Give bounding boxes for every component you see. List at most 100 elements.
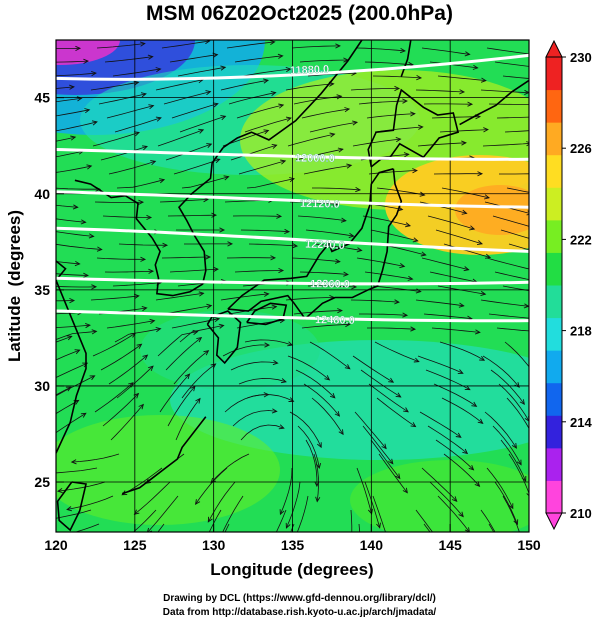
streamline-arrow	[138, 403, 144, 410]
streamline	[56, 47, 81, 49]
x-tick-label: 145	[438, 537, 462, 553]
streamline	[494, 271, 529, 280]
streamline-arrow	[388, 458, 394, 465]
streamline-arrow	[400, 48, 406, 54]
streamline-arrow	[278, 424, 285, 430]
streamline-arrow	[346, 163, 353, 169]
streamline-arrow	[402, 312, 409, 318]
streamline	[220, 293, 269, 301]
streamline	[242, 68, 291, 77]
streamline	[134, 481, 171, 515]
streamline-arrow	[279, 509, 285, 516]
streamline	[309, 341, 351, 370]
streamline-arrow	[148, 365, 154, 372]
streamline-arrow	[159, 178, 166, 184]
y-axis-label: Latitude (degrees)	[5, 210, 24, 362]
streamline	[98, 93, 146, 105]
streamline	[431, 327, 480, 333]
streamline	[230, 144, 277, 161]
x-tick-label: 125	[123, 537, 147, 553]
streamline	[289, 411, 322, 448]
coast-kuril	[459, 79, 529, 126]
contour-label: 12000.0	[295, 152, 335, 165]
x-tick-label: 140	[360, 537, 384, 553]
streamline	[285, 297, 334, 301]
colorbar-tick-label: 214	[570, 415, 592, 430]
streamline-arrow	[80, 412, 87, 418]
streamline	[56, 231, 94, 237]
streamline-arrow	[155, 326, 162, 333]
streamline	[366, 113, 415, 119]
streamline-arrow	[85, 322, 91, 329]
streamline-arrow	[147, 54, 154, 60]
streamline	[309, 121, 358, 133]
streamline	[356, 47, 405, 52]
height-contours: 11880.0 12000.0 12120.0 12240.0 12360.0 12480…	[56, 53, 529, 327]
streamline	[56, 187, 100, 190]
streamline-arrow	[459, 89, 466, 95]
streamline	[220, 79, 269, 91]
streamline-arrow	[461, 140, 467, 146]
streamline	[210, 453, 250, 484]
streamline-arrow	[184, 373, 191, 380]
streamline	[364, 61, 413, 66]
streamline	[234, 55, 283, 63]
streamline	[169, 54, 218, 63]
streamline-arrow	[6, 456, 11, 460]
streamline	[116, 365, 154, 399]
streamline-arrow	[533, 373, 537, 378]
colorbar-segment	[546, 447, 562, 481]
colorbar-segment	[546, 57, 562, 91]
streamline-arrow	[205, 90, 212, 96]
streamline	[92, 132, 140, 147]
streamline	[132, 509, 157, 532]
streamline	[240, 229, 290, 233]
streamline-arrow	[534, 226, 539, 230]
streamline	[285, 83, 334, 91]
streamline-arrow	[480, 77, 487, 83]
streamline-arrow	[212, 52, 219, 58]
height-contour	[56, 276, 529, 286]
streamline	[433, 383, 477, 407]
streamline	[222, 495, 244, 532]
streamline	[0, 510, 26, 529]
streamline-arrow	[148, 268, 155, 274]
streamline	[6, 454, 54, 460]
streamline-arrow	[280, 159, 287, 165]
streamline-arrow	[469, 225, 476, 231]
streamline	[498, 383, 529, 422]
contour-label: 11880.0	[290, 64, 330, 77]
streamline-arrow	[278, 103, 285, 109]
streamline	[179, 115, 226, 133]
streamline-arrow	[72, 204, 79, 210]
streamline	[352, 138, 401, 147]
streamline	[372, 285, 421, 292]
streamline-arrow	[44, 518, 49, 522]
streamline	[181, 363, 216, 399]
streamline	[480, 509, 496, 532]
streamline	[350, 509, 353, 532]
colorbar-frame	[545, 56, 563, 514]
streamline-arrow	[65, 386, 72, 392]
streamline-arrow	[271, 408, 278, 414]
streamline	[222, 344, 270, 357]
streamline	[96, 257, 146, 260]
streamline	[108, 354, 148, 385]
streamline-arrow	[142, 354, 149, 360]
streamline-arrow	[214, 316, 221, 323]
streamline-arrow	[155, 116, 162, 122]
streamline	[92, 332, 136, 357]
streamline-arrow	[540, 330, 545, 334]
streamline-arrow	[74, 349, 81, 355]
streamline	[157, 331, 198, 357]
streamline	[312, 187, 361, 191]
coast-honshu-south	[227, 168, 403, 320]
streamline-arrow	[329, 392, 336, 399]
streamline-arrow	[458, 511, 464, 518]
streamline-arrow	[457, 369, 464, 374]
colorbar-segment	[546, 415, 562, 449]
streamline-arrow	[70, 135, 77, 141]
streamline-arrow	[70, 459, 77, 465]
streamline	[248, 243, 298, 247]
streamline-arrow	[80, 219, 87, 225]
